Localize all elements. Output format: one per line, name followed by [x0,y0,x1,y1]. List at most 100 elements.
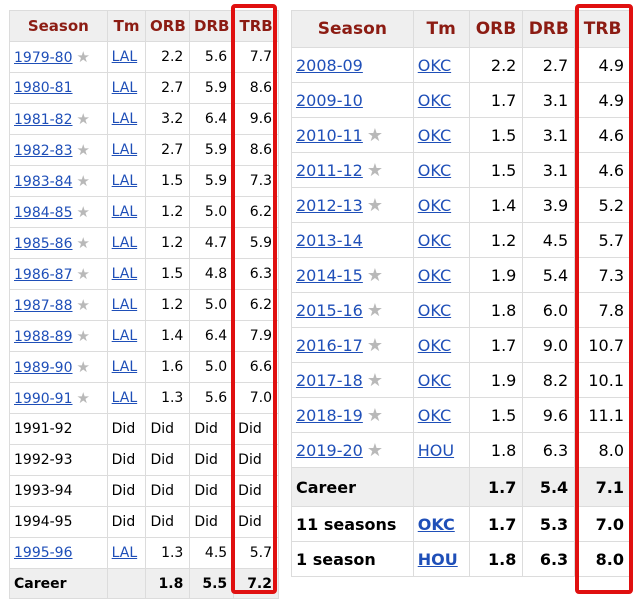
orb-cell: Did [145,413,191,445]
team-link[interactable]: OKC [417,195,452,215]
header-trb[interactable]: TRB [233,10,279,42]
season-link[interactable]: 1990-91 [14,391,73,407]
table-row: 2008-09 OKC 2.2 2.7 4.9 [291,47,631,83]
orb-cell: 1.4 [145,320,191,352]
team-link[interactable]: LAL [111,545,138,561]
season-cell: 1980-81 [9,72,108,104]
drb-cell: 5.9 [189,134,235,166]
trb-cell: 4.9 [574,47,631,83]
header-team[interactable]: Tm [412,10,470,48]
drb-cell: 4.7 [189,227,235,259]
star-icon: ★ [76,203,90,221]
star-icon: ★ [366,334,383,356]
season-cell: 1994-95 [9,506,108,538]
season-cell: 2009-10 [291,82,414,118]
drb-cell: 3.1 [522,82,576,118]
team-link[interactable]: OKC [417,335,452,355]
season-link[interactable]: 2013-14 [296,230,363,250]
season-cell: 1981-82 ★ [9,103,108,135]
season-link[interactable]: 1982-83 [14,143,73,159]
team-link[interactable]: OKC [417,230,452,250]
season-link[interactable]: 1980-81 [14,80,73,96]
season-link[interactable]: 2019-20 [296,440,363,460]
team-link[interactable]: LAL [111,49,138,65]
orb-cell: 1.7 [468,327,524,363]
team-link[interactable]: OKC [417,160,452,180]
season-link[interactable]: 1979-80 [14,50,73,66]
team-link[interactable]: LAL [111,235,138,251]
season-link[interactable]: 2018-19 [296,405,363,425]
header-drb[interactable]: DRB [189,10,235,42]
star-icon: ★ [366,159,383,181]
team-link[interactable]: LAL [111,204,138,220]
season-link[interactable]: 2017-18 [296,370,363,390]
team-link[interactable]: LAL [111,390,138,406]
split-trb-cell: 8.0 [574,541,631,577]
trb-cell: 5.7 [233,537,279,569]
team-link[interactable]: LAL [111,359,138,375]
table-row: 1985-86 ★ LAL 1.2 4.7 5.9 [9,227,279,259]
orb-cell: 3.2 [145,103,191,135]
team-link[interactable]: LAL [111,80,138,96]
orb-cell: 1.8 [468,292,524,328]
table-row: 1982-83 ★ LAL 2.7 5.9 8.6 [9,134,279,166]
table-row: 1987-88 ★ LAL 1.2 5.0 6.2 [9,289,279,321]
season-link[interactable]: 1995-96 [14,545,73,561]
table-row: 1990-91 ★ LAL 1.3 5.6 7.0 [9,382,279,414]
team-link[interactable]: LAL [111,297,138,313]
season-link[interactable]: 2015-16 [296,300,363,320]
team-link[interactable]: HOU [417,440,455,460]
team-link[interactable]: OKC [417,405,452,425]
header-orb[interactable]: ORB [145,10,191,42]
season-link[interactable]: 2016-17 [296,335,363,355]
team-link[interactable]: LAL [111,142,138,158]
orb-cell: 1.3 [145,537,191,569]
season-link[interactable]: 1989-90 [14,360,73,376]
season-cell: 2011-12 ★ [291,152,414,188]
team-link[interactable]: LAL [111,173,138,189]
split-team-link[interactable]: OKC [417,514,455,534]
team-link[interactable]: OKC [417,55,452,75]
season-link[interactable]: 1985-86 [14,236,73,252]
season-link[interactable]: 2008-09 [296,55,363,75]
orb-cell: 1.2 [145,227,191,259]
team-link[interactable]: LAL [111,266,138,282]
header-team[interactable]: Tm [106,10,147,42]
season-link[interactable]: 1986-87 [14,267,73,283]
season-cell: 2008-09 [291,47,414,83]
orb-cell: Did [145,444,191,476]
team-link[interactable]: OKC [417,300,452,320]
season-link[interactable]: 1981-82 [14,112,73,128]
team-link[interactable]: OKC [417,90,452,110]
table-row: 1979-80 ★ LAL 2.2 5.6 7.7 [9,41,279,73]
header-season[interactable]: Season [291,10,414,48]
career-drb-cell: 5.5 [189,568,235,599]
team-link[interactable]: OKC [417,265,452,285]
season-link[interactable]: 2010-11 [296,125,363,145]
star-icon: ★ [76,141,90,159]
team-link[interactable]: OKC [417,125,452,145]
season-link[interactable]: 1987-88 [14,298,73,314]
season-link[interactable]: 1983-84 [14,174,73,190]
left-header-row: Season Tm ORB DRB TRB [9,10,279,42]
header-trb[interactable]: TRB [574,10,631,48]
team-cell: Did [106,475,147,507]
team-link[interactable]: OKC [417,370,452,390]
season-link[interactable]: 2009-10 [296,90,363,110]
split-orb-cell: 1.7 [468,506,524,542]
season-link[interactable]: 1984-85 [14,205,73,221]
trb-cell: Did [233,506,279,538]
season-link[interactable]: 1988-89 [14,329,73,345]
header-drb[interactable]: DRB [522,10,576,48]
header-orb[interactable]: ORB [468,10,524,48]
season-link[interactable]: 2011-12 [296,160,363,180]
season-link[interactable]: 2012-13 [296,195,363,215]
trb-cell: 4.6 [574,152,631,188]
team-link[interactable]: LAL [111,111,138,127]
split-team-link[interactable]: HOU [417,549,458,569]
season-link[interactable]: 2014-15 [296,265,363,285]
team-text: Did [111,452,136,468]
team-link[interactable]: LAL [111,328,138,344]
header-season[interactable]: Season [9,10,108,42]
season-cell: 2014-15 ★ [291,257,414,293]
